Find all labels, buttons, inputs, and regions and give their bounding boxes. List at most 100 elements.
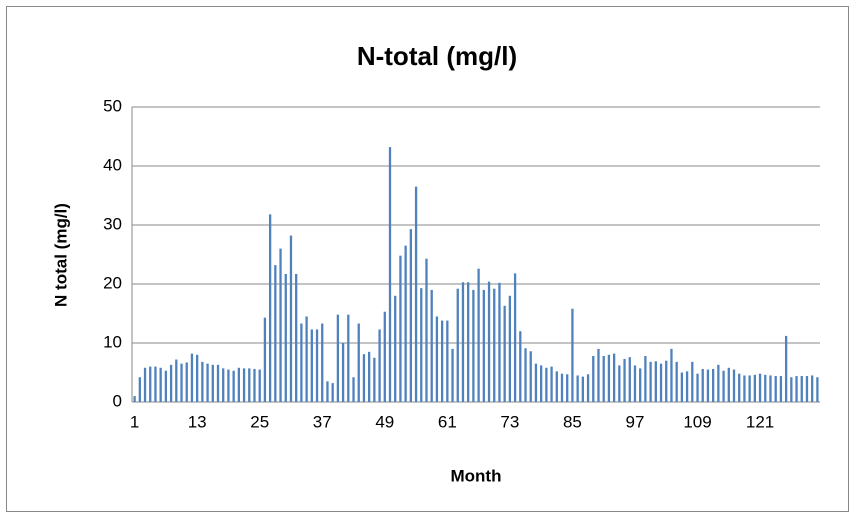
bar (800, 376, 803, 402)
bar (586, 374, 590, 402)
bar (612, 353, 616, 402)
bar (253, 368, 256, 402)
bar (727, 367, 730, 402)
bar (618, 365, 621, 402)
y-tick-label: 40 (103, 155, 122, 174)
bar (550, 366, 553, 402)
bar (362, 354, 366, 402)
bar (284, 273, 287, 402)
bar (404, 245, 407, 402)
bar (487, 281, 491, 402)
bar (201, 361, 204, 402)
bar (795, 376, 798, 402)
bar (498, 282, 501, 402)
bar (295, 273, 298, 402)
bar (540, 365, 543, 402)
bar (581, 376, 584, 402)
bar (680, 372, 684, 402)
bar (315, 329, 319, 402)
bar (310, 329, 313, 402)
bar (154, 366, 157, 402)
bar (268, 214, 272, 402)
bar (373, 357, 376, 402)
bar (784, 335, 788, 402)
bar (435, 316, 439, 402)
bar (654, 361, 657, 402)
bar (456, 288, 459, 402)
bar (274, 265, 277, 402)
bar (216, 364, 220, 402)
bar (644, 355, 647, 402)
bar (524, 348, 527, 402)
bar (169, 364, 173, 402)
bar (639, 368, 642, 402)
bar (665, 360, 668, 402)
bar (769, 375, 772, 402)
chart-title: N-total (mg/l) (357, 41, 517, 71)
bar (341, 343, 345, 402)
bar (545, 367, 548, 402)
y-axis-title: N total (mg/l) (51, 203, 70, 307)
bar (440, 320, 444, 402)
bar (732, 369, 736, 402)
bar (461, 282, 465, 402)
bar (722, 370, 725, 402)
bar (743, 375, 746, 402)
bar (670, 348, 673, 402)
bar (237, 367, 240, 402)
bar (576, 375, 579, 402)
bar (712, 368, 715, 402)
bar (326, 381, 329, 402)
x-tick-label: 85 (563, 412, 582, 431)
y-tick-label: 50 (103, 96, 122, 115)
bar (602, 355, 605, 402)
bar (420, 288, 423, 402)
bar (242, 368, 246, 402)
bar (779, 376, 783, 402)
bar (185, 362, 188, 402)
bar (467, 282, 470, 402)
bar (477, 268, 480, 402)
bar (300, 323, 303, 402)
bar (394, 295, 397, 402)
bar (196, 354, 199, 402)
bar (566, 374, 569, 402)
bar (222, 368, 225, 402)
bar (451, 348, 454, 402)
bar (347, 314, 350, 402)
bar (305, 316, 308, 402)
bar (560, 373, 564, 402)
bar (513, 273, 517, 402)
bar (633, 365, 637, 402)
bar (685, 371, 689, 402)
x-tick-label: 1 (130, 412, 139, 431)
bar (764, 374, 767, 402)
bar (399, 255, 402, 402)
x-tick-label: 109 (683, 412, 711, 431)
y-tick-label: 30 (103, 214, 122, 233)
y-tick-label: 20 (103, 273, 122, 292)
bar (811, 375, 814, 402)
bar (331, 383, 334, 402)
bar (816, 377, 819, 402)
bar (414, 186, 418, 402)
x-tick-label: 25 (250, 412, 269, 431)
bar (758, 373, 762, 402)
bar (701, 368, 704, 402)
bar (211, 364, 214, 402)
x-axis-title: Month (451, 466, 502, 485)
bar (659, 363, 663, 402)
x-tick-label: 121 (746, 412, 774, 431)
bar (258, 369, 261, 402)
bar (357, 323, 360, 402)
bar (321, 323, 324, 402)
bar (175, 359, 178, 402)
bar (336, 314, 340, 402)
bar (519, 331, 522, 402)
bar (503, 305, 506, 402)
bar (805, 376, 809, 402)
bar (164, 370, 168, 402)
bar (628, 357, 631, 402)
bar (159, 367, 162, 402)
bar (289, 235, 293, 402)
